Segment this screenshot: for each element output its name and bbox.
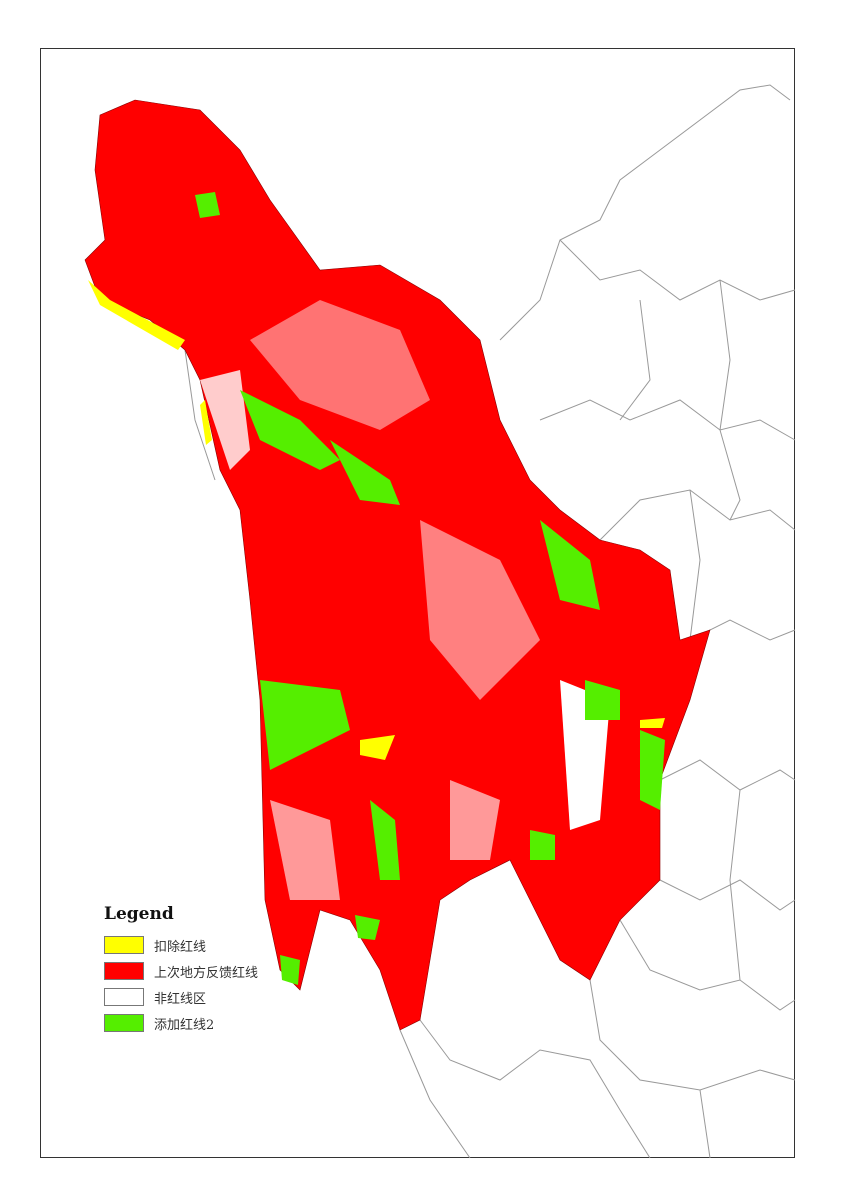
legend-swatch-green [104,1014,144,1032]
legend-swatch-white [104,988,144,1006]
legend-category-deducted-redline [88,280,665,760]
map-frame [40,48,795,1158]
redline-region [84,99,711,1031]
admin-boundaries [184,84,796,1159]
legend-item-last-feedback-redline: 上次地方反馈红线 [104,958,258,984]
legend-label: 扣除红线 [154,939,207,955]
legend-swatch-yellow [104,936,144,954]
legend-item-added-redline: 添加红线2 [104,1010,258,1036]
legend-category-added-redline [195,192,665,985]
legend-item-non-redline: 非红线区 [104,984,258,1010]
legend-item-deducted-redline: 扣除红线 [104,932,258,958]
legend-title: Legend [104,904,174,924]
map-legend: Legend 扣除红线 上次地方反馈红线 非红线区 添加红线2 [104,904,258,1036]
legend-label: 上次地方反馈红线 [154,965,259,981]
legend-label: 添加红线2 [154,1017,215,1033]
legend-swatch-red [104,962,144,980]
non-redline-gaps [200,300,610,900]
legend-category-last-local-feedback-redline [84,99,711,1031]
legend-label: 非红线区 [154,991,207,1007]
